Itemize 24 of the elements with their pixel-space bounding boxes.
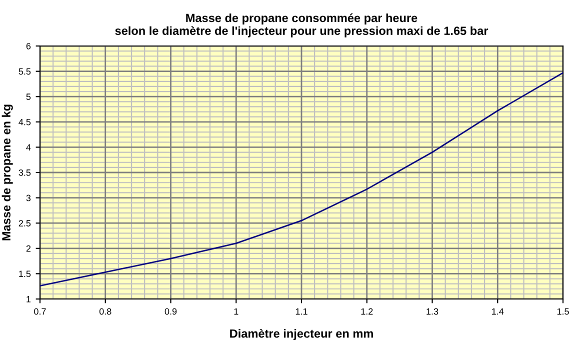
x-tick-label: 1.5 <box>557 308 569 315</box>
line-series <box>40 72 563 287</box>
y-tick-label: 5.5 <box>18 68 31 75</box>
y-tick-label: 1 <box>26 296 31 302</box>
x-tick-label: 1.1 <box>296 308 308 315</box>
x-tick-label: 0.7 <box>34 308 46 315</box>
y-tick-label: 2.5 <box>18 220 31 226</box>
y-tick-label: 4 <box>26 144 31 150</box>
x-tick-label: 1.3 <box>426 308 438 315</box>
chart-title: Masse de propane consommée par heure selon le diamètre de l'injecteur pour une pression maxi de 1.65 bar <box>115 13 488 38</box>
y-tick-label: 4.5 <box>18 118 31 126</box>
y-axis-title: Masse de propane en kg <box>2 104 13 240</box>
y-tick-label: 5 <box>26 94 31 100</box>
x-tick-label: 0.8 <box>99 308 112 315</box>
y-tick-label: 3 <box>26 194 31 202</box>
x-tick-label: 1.2 <box>361 308 373 315</box>
x-tick-label: 1.4 <box>492 308 504 315</box>
y-tick-label: 6 <box>26 42 31 50</box>
x-tick-label: 1 <box>234 308 238 315</box>
y-tick-label: 1.5 <box>19 270 31 278</box>
x-axis-title: Diamètre injecteur en mm <box>230 328 373 340</box>
y-tick-label: 3.5 <box>18 169 31 176</box>
x-tick-label: 0.9 <box>164 308 177 315</box>
y-tick-label: 2 <box>26 245 31 252</box>
